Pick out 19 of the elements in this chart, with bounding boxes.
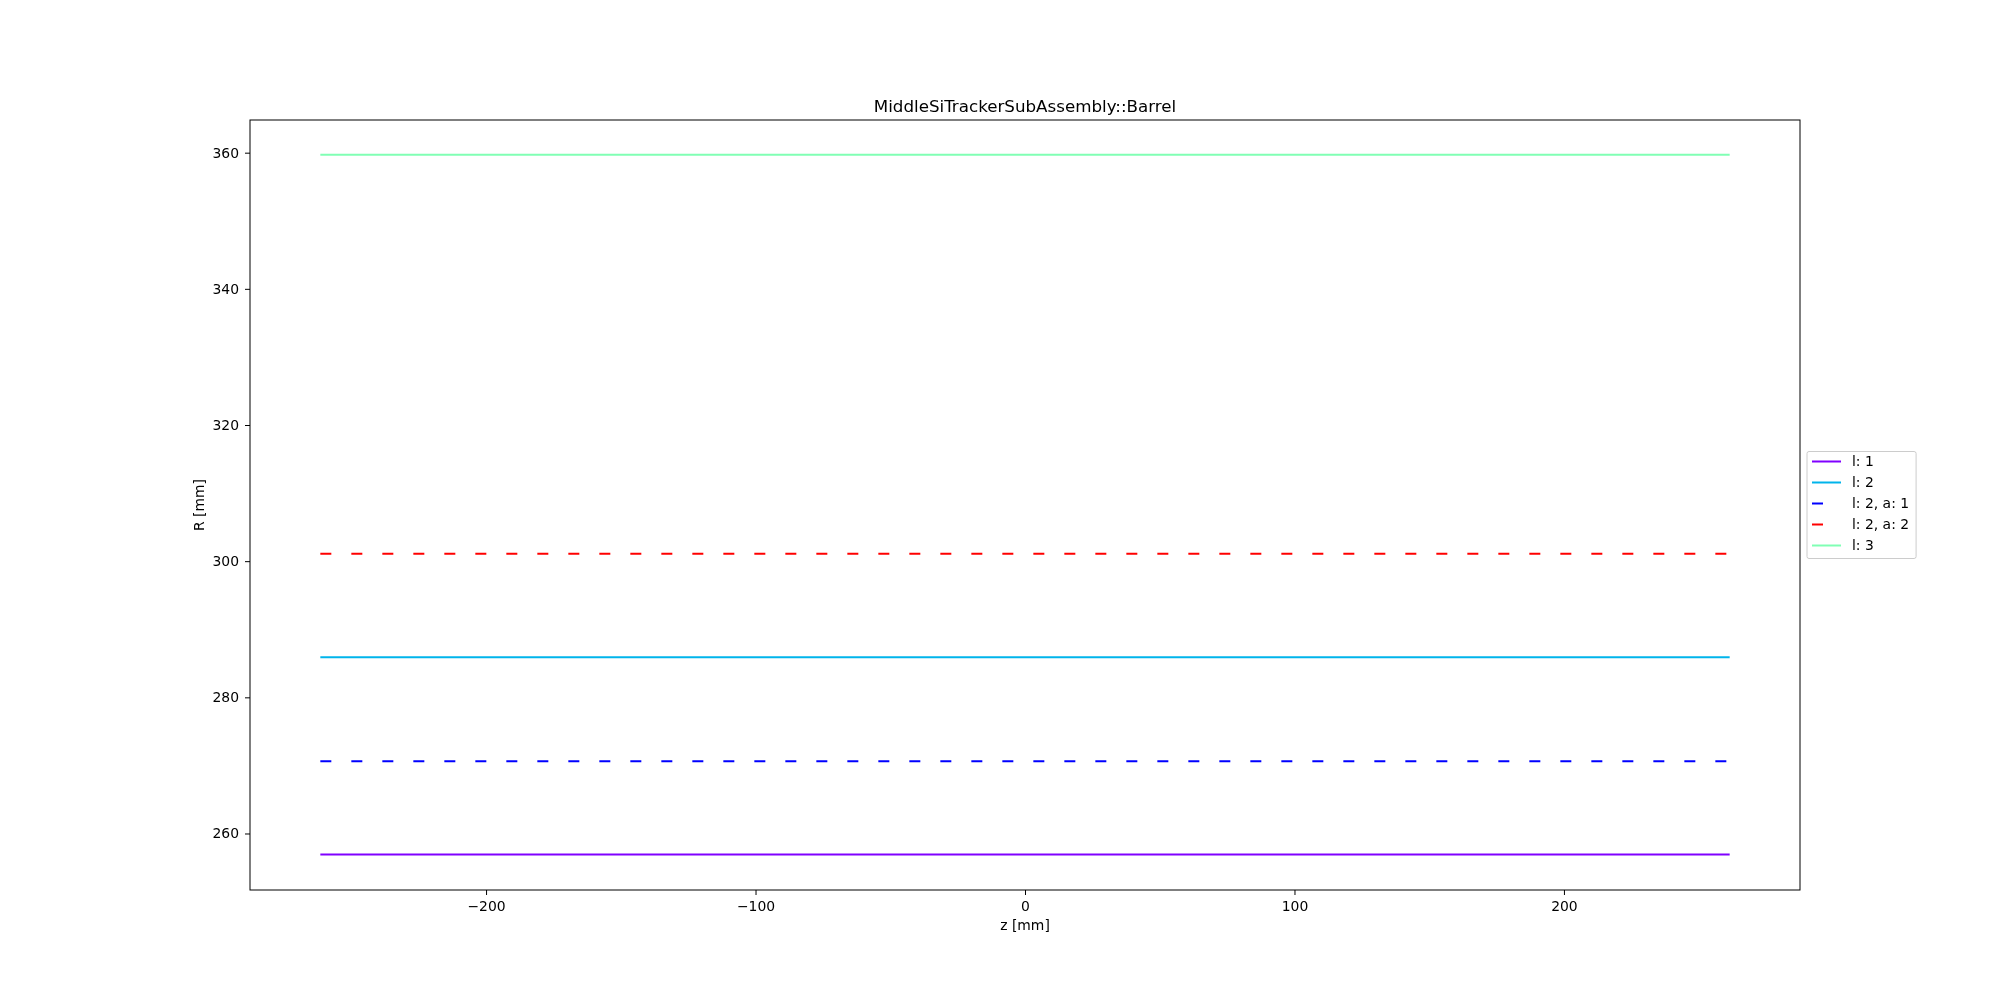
- x-tick-label: −100: [736, 897, 776, 914]
- x-tick-label: 100: [1281, 897, 1309, 914]
- y-tick-label: 280: [212, 689, 239, 706]
- y-tick-label: 340: [212, 280, 239, 297]
- legend-label: l: 2, a: 1: [1852, 495, 1910, 512]
- y-tick-label: 260: [212, 825, 239, 842]
- x-tick-label: −200: [467, 897, 506, 914]
- legend-label: l: 3: [1852, 537, 1874, 554]
- y-tick-label: 360: [212, 144, 239, 161]
- chart-title: MiddleSiTrackerSubAssembly::Barrel: [873, 96, 1177, 116]
- x-axis-title: z [mm]: [1000, 917, 1050, 933]
- y-tick-label: 320: [212, 416, 239, 433]
- y-axis-title: R [mm]: [190, 479, 207, 531]
- x-tick-label: 200: [1551, 897, 1578, 914]
- legend-label: l: 2, a: 2: [1852, 516, 1910, 533]
- legend-label: l: 2: [1852, 474, 1874, 491]
- y-tick-label: 300: [212, 553, 239, 570]
- x-tick-label: 0: [1021, 897, 1030, 914]
- legend-label: l: 1: [1852, 453, 1874, 470]
